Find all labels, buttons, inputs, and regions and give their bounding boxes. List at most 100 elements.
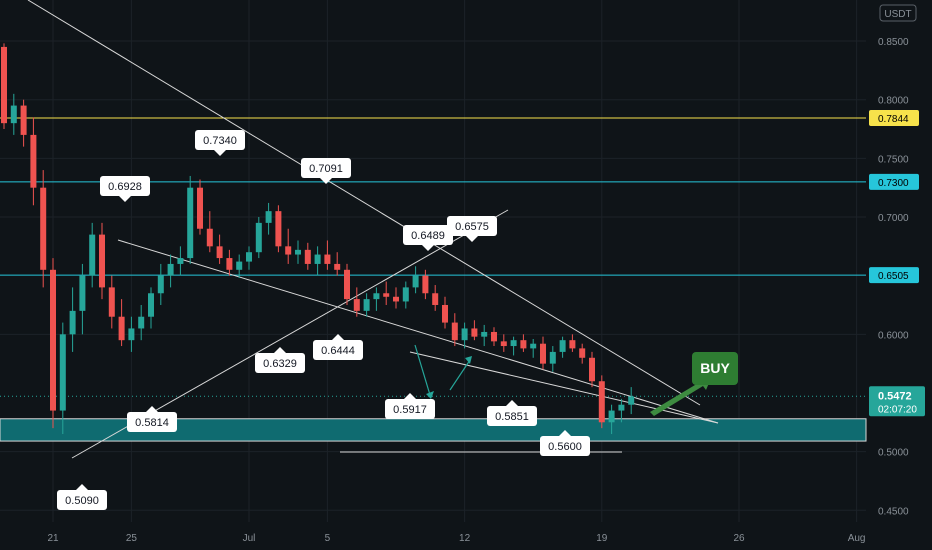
level-tag-label: 0.7300	[878, 178, 909, 189]
currency-label: USDT	[884, 9, 911, 20]
callout-label: 0.7091	[309, 163, 343, 175]
price-callout: 0.5814	[127, 406, 177, 432]
candle-body	[422, 275, 429, 294]
candle-body	[10, 105, 17, 124]
candle-body	[148, 293, 154, 317]
callout-label: 0.6575	[455, 221, 489, 233]
buy-box	[692, 352, 738, 385]
candle-body	[324, 254, 331, 264]
buy-label: BUY	[700, 360, 730, 376]
x-tick-label: Aug	[848, 533, 866, 544]
candle-body	[79, 275, 86, 311]
y-tick-label: 0.4500	[878, 506, 909, 517]
buy-arrow	[650, 376, 712, 416]
candle-body	[559, 340, 566, 352]
candle-body	[412, 275, 419, 288]
time-axis: 21 25 Jul 5 12 19 26 Aug	[47, 533, 865, 544]
price-callouts: 0.7340 0.7091 0.6928 0.6489 0.6575 0.6329 0.64…	[57, 130, 590, 510]
x-tick-label: 12	[459, 533, 471, 544]
currency-badge: USDT	[879, 4, 917, 22]
y-tick-label: 0.7000	[878, 213, 909, 224]
buy-signal: BUY	[650, 352, 738, 416]
price-callout: 0.5851	[487, 400, 537, 426]
level-tag-label: 0.6505	[878, 271, 909, 282]
price-callout: 0.7340	[195, 130, 245, 156]
candle-body	[197, 187, 203, 229]
candle-body	[108, 287, 115, 317]
callout-label: 0.6329	[263, 358, 297, 370]
candle-body	[334, 263, 341, 270]
y-tick-label: 0.5000	[878, 448, 909, 459]
price-callout: 0.5090	[57, 484, 107, 510]
projection-arrows	[414, 344, 472, 399]
candle-body	[569, 340, 576, 349]
candle-body	[481, 331, 488, 337]
candle-body	[206, 228, 213, 247]
candle-body	[549, 351, 556, 364]
trendline	[117, 239, 719, 424]
x-tick-label: 25	[126, 533, 138, 544]
candle-body	[255, 222, 262, 253]
candle-body	[40, 187, 47, 270]
candle-body	[393, 296, 399, 302]
x-tick-label: 19	[596, 533, 608, 544]
candle-body	[1, 46, 7, 124]
candle-body	[383, 293, 390, 297]
candle-body	[157, 275, 164, 294]
candle-body	[618, 404, 625, 411]
candle-body	[344, 269, 350, 300]
trendline	[409, 351, 719, 424]
candle-body	[285, 246, 292, 255]
candle-body	[265, 211, 272, 223]
callout-label: 0.5090	[65, 495, 99, 507]
y-tick-label: 0.7500	[878, 154, 909, 165]
callout-label: 0.5600	[548, 441, 582, 453]
candle-body	[118, 316, 125, 341]
candle-body	[128, 328, 135, 341]
candle-body	[510, 340, 517, 347]
candle-body	[491, 331, 497, 342]
trendline	[27, 0, 701, 406]
last-price-tag: 0.5472 02:07:20	[869, 386, 925, 417]
price-callout: 0.6575	[447, 216, 497, 242]
candle-body	[30, 134, 37, 188]
level-tag-label: 0.7844	[878, 114, 909, 125]
arrow-head	[426, 391, 434, 399]
candle-body	[226, 258, 233, 270]
price-callout: 0.6444	[313, 334, 363, 360]
candle-body	[216, 246, 223, 259]
candle-body	[598, 381, 605, 423]
candle-body	[99, 234, 105, 288]
candle-body	[373, 293, 380, 300]
candle-body	[451, 322, 458, 341]
candle-body	[304, 249, 311, 264]
x-tick-label: 26	[733, 533, 745, 544]
x-tick-label: 5	[325, 533, 331, 544]
down-arrow-path	[414, 344, 431, 396]
candle-body	[540, 343, 546, 364]
callout-label: 0.6928	[108, 181, 142, 193]
price-callout: 0.6928	[100, 176, 150, 202]
candle-body	[50, 269, 56, 411]
y-tick-label: 0.6000	[878, 330, 909, 341]
candle-body	[628, 396, 635, 405]
y-tick-label: 0.8500	[878, 37, 909, 48]
candle-body	[236, 261, 243, 270]
candle-body	[59, 334, 66, 411]
up-arrow-path	[449, 359, 471, 391]
candle-body	[363, 299, 370, 311]
level-tag: 0.7300	[869, 173, 919, 190]
candle-body	[295, 249, 301, 255]
x-tick-label: 21	[47, 533, 59, 544]
candles	[1, 43, 635, 435]
candle-body	[520, 340, 527, 349]
countdown-label: 02:07:20	[878, 404, 917, 415]
candle-body	[314, 254, 321, 264]
last-price-label: 0.5472	[878, 390, 912, 402]
price-callout: 0.6329	[255, 347, 305, 373]
arrow-head	[465, 356, 472, 364]
candle-body	[275, 211, 282, 247]
candle-body	[500, 341, 507, 347]
y-tick-label: 0.8000	[878, 96, 909, 107]
